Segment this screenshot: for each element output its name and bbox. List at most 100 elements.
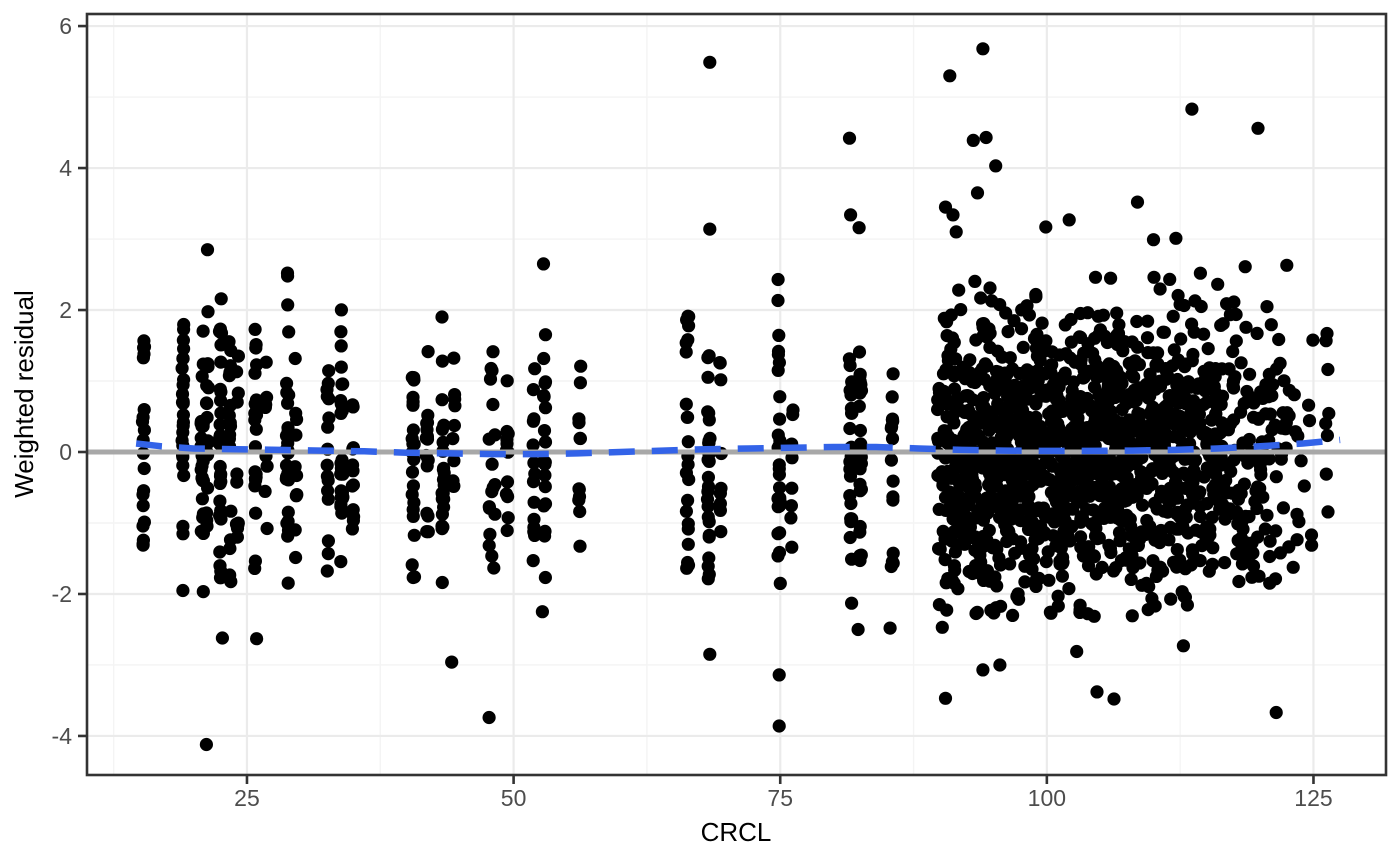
data-point — [1193, 485, 1207, 499]
data-point — [1124, 572, 1138, 587]
data-point — [1171, 491, 1185, 505]
data-point-outlier — [993, 658, 1007, 672]
data-point-outlier — [199, 737, 213, 752]
data-point — [435, 522, 449, 536]
data-point — [1276, 501, 1290, 515]
data-point — [1272, 332, 1286, 347]
data-point — [1003, 351, 1017, 365]
data-point — [977, 391, 991, 405]
data-point — [1025, 562, 1039, 576]
data-point-outlier — [844, 208, 858, 222]
data-point — [679, 504, 694, 518]
data-point — [137, 403, 151, 417]
data-point — [501, 511, 515, 525]
data-point — [983, 281, 997, 295]
data-point — [843, 530, 857, 545]
data-point — [1321, 505, 1335, 519]
data-point-outlier — [1269, 705, 1283, 720]
data-point — [1089, 521, 1103, 535]
data-point — [201, 305, 215, 319]
data-point — [1206, 541, 1220, 555]
data-point — [214, 504, 228, 518]
data-point — [214, 393, 228, 408]
data-point — [988, 538, 1002, 553]
data-point — [1250, 326, 1264, 340]
data-point — [1268, 572, 1283, 586]
data-point-outlier — [1130, 195, 1145, 209]
data-point — [406, 479, 420, 493]
data-point — [1269, 470, 1283, 484]
data-point-outlier — [852, 221, 866, 235]
data-point — [714, 481, 728, 495]
data-point — [843, 489, 857, 503]
data-point — [346, 503, 360, 517]
data-point — [949, 352, 963, 366]
data-point — [1246, 559, 1261, 573]
data-point — [572, 482, 586, 497]
data-point — [1321, 362, 1335, 377]
data-point — [405, 465, 420, 479]
data-point — [334, 461, 348, 475]
data-point — [1020, 363, 1034, 377]
x-tick-label: 100 — [1028, 785, 1066, 811]
data-point — [200, 506, 214, 520]
data-point — [538, 457, 552, 471]
data-point-outlier — [280, 266, 295, 280]
data-point — [681, 517, 695, 531]
data-point — [407, 528, 421, 542]
data-point — [948, 545, 963, 559]
data-point — [714, 373, 728, 387]
data-point — [1208, 362, 1223, 376]
data-point — [175, 395, 190, 409]
data-point — [1087, 609, 1101, 623]
data-point — [1166, 465, 1180, 479]
data-point — [435, 393, 449, 407]
data-point — [713, 499, 727, 513]
data-point — [1162, 533, 1176, 547]
data-point — [435, 310, 449, 324]
data-point — [947, 382, 962, 396]
data-point — [1086, 346, 1100, 360]
data-point — [1322, 406, 1336, 421]
data-point — [954, 303, 968, 317]
data-point — [484, 361, 498, 376]
data-point-outlier — [772, 668, 786, 682]
data-point — [223, 428, 237, 442]
data-point — [939, 472, 953, 486]
data-point — [786, 407, 800, 422]
data-point — [701, 510, 715, 524]
data-point — [969, 333, 983, 347]
data-point — [1153, 282, 1167, 296]
data-point — [773, 576, 787, 591]
data-point — [526, 383, 541, 397]
data-point — [1127, 370, 1141, 384]
data-point — [951, 582, 965, 596]
data-point — [679, 397, 693, 411]
data-point — [407, 437, 421, 451]
data-point — [1237, 477, 1251, 491]
data-point — [970, 605, 984, 619]
data-point — [1135, 498, 1150, 512]
data-point — [528, 362, 542, 376]
data-point-outlier — [966, 133, 980, 147]
data-point — [990, 579, 1004, 593]
data-point — [1262, 452, 1276, 466]
data-point — [176, 458, 190, 473]
data-point — [932, 386, 947, 400]
data-point-outlier — [1176, 639, 1190, 653]
data-point — [281, 576, 295, 590]
data-point — [1193, 554, 1207, 568]
data-point — [1245, 536, 1259, 550]
axis-layer: 25 50 75 100 125 -4 -2 0 2 4 6 — [52, 13, 1333, 811]
data-point-outlier — [976, 663, 990, 677]
data-point — [573, 539, 587, 553]
data-point — [500, 374, 514, 388]
data-point — [1179, 510, 1193, 524]
data-point — [1209, 467, 1223, 481]
data-point — [1133, 556, 1147, 570]
data-point — [1016, 340, 1030, 354]
data-point — [248, 561, 262, 576]
data-point — [538, 435, 553, 449]
data-point — [701, 572, 715, 586]
data-point — [773, 481, 787, 495]
